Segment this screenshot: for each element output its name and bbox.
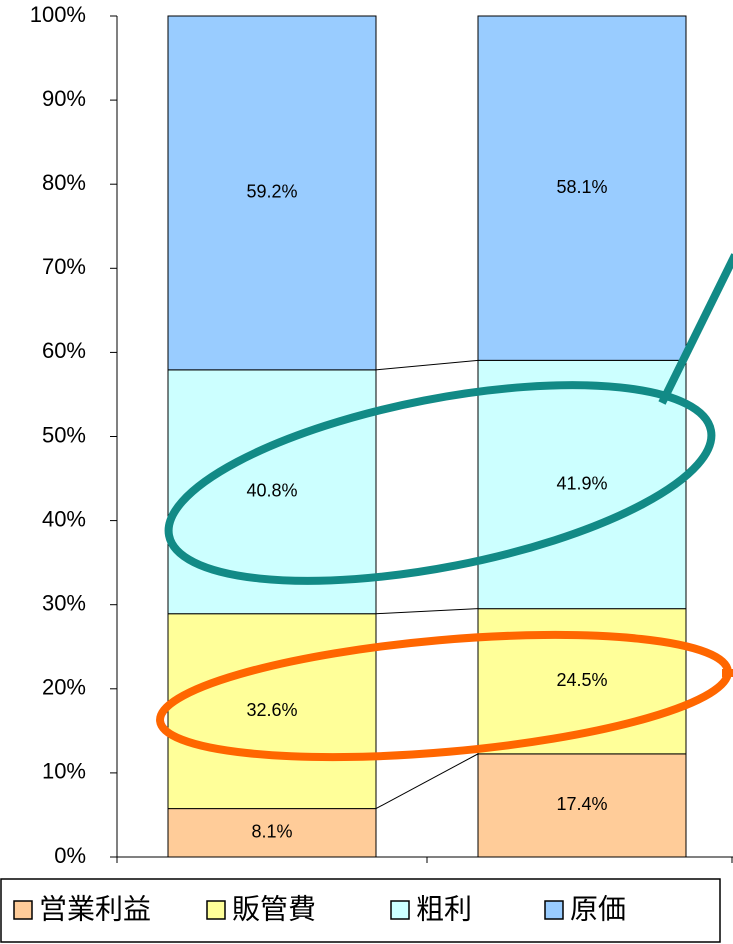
data-label: 59.2% [246, 182, 297, 202]
legend-swatch [390, 900, 410, 920]
data-label: 41.9% [556, 473, 607, 493]
series-line [375, 608, 479, 615]
y-tick-label: 90% [42, 86, 86, 111]
legend-box [0, 878, 721, 943]
y-tick-label: 60% [42, 338, 86, 363]
y-tick-label: 70% [42, 254, 86, 279]
legend-swatch [13, 900, 33, 920]
data-label: 24.5% [556, 670, 607, 690]
bar-segment [167, 808, 377, 858]
bar-segment [167, 15, 377, 371]
y-tick-label: 80% [42, 170, 86, 195]
y-tick-label: 10% [42, 759, 86, 784]
legend-label: 営業利益 [39, 893, 151, 924]
bar-segment [477, 753, 687, 858]
y-tick-label: 50% [42, 422, 86, 447]
annotation-pointer [658, 253, 733, 405]
y-tick-label: 30% [42, 591, 86, 616]
bar-segment [167, 369, 377, 615]
y-tick-label: 100% [30, 2, 86, 27]
data-label: 32.6% [246, 700, 297, 720]
series-line [375, 359, 479, 371]
data-label: 58.1% [556, 177, 607, 197]
bar-segment [477, 15, 687, 361]
legend-label: 粗利 [416, 893, 472, 924]
legend: 営業利益 販管費 粗利 原価 [0, 878, 721, 943]
legend-label: 原価 [570, 893, 626, 924]
y-tick-label: 40% [42, 506, 86, 531]
bar-segment [477, 359, 687, 610]
data-label: 8.1% [251, 822, 292, 842]
y-tick-label: 20% [42, 675, 86, 700]
data-label: 40.8% [246, 481, 297, 501]
annotation-ellipse [164, 381, 716, 585]
legend-label: 販管費 [232, 893, 316, 924]
series-line [375, 753, 479, 810]
y-tick-label: 0% [54, 843, 86, 868]
legend-swatch [544, 900, 564, 920]
data-label: 17.4% [556, 794, 607, 814]
bar-segment [167, 613, 377, 810]
legend-swatch [206, 900, 226, 920]
